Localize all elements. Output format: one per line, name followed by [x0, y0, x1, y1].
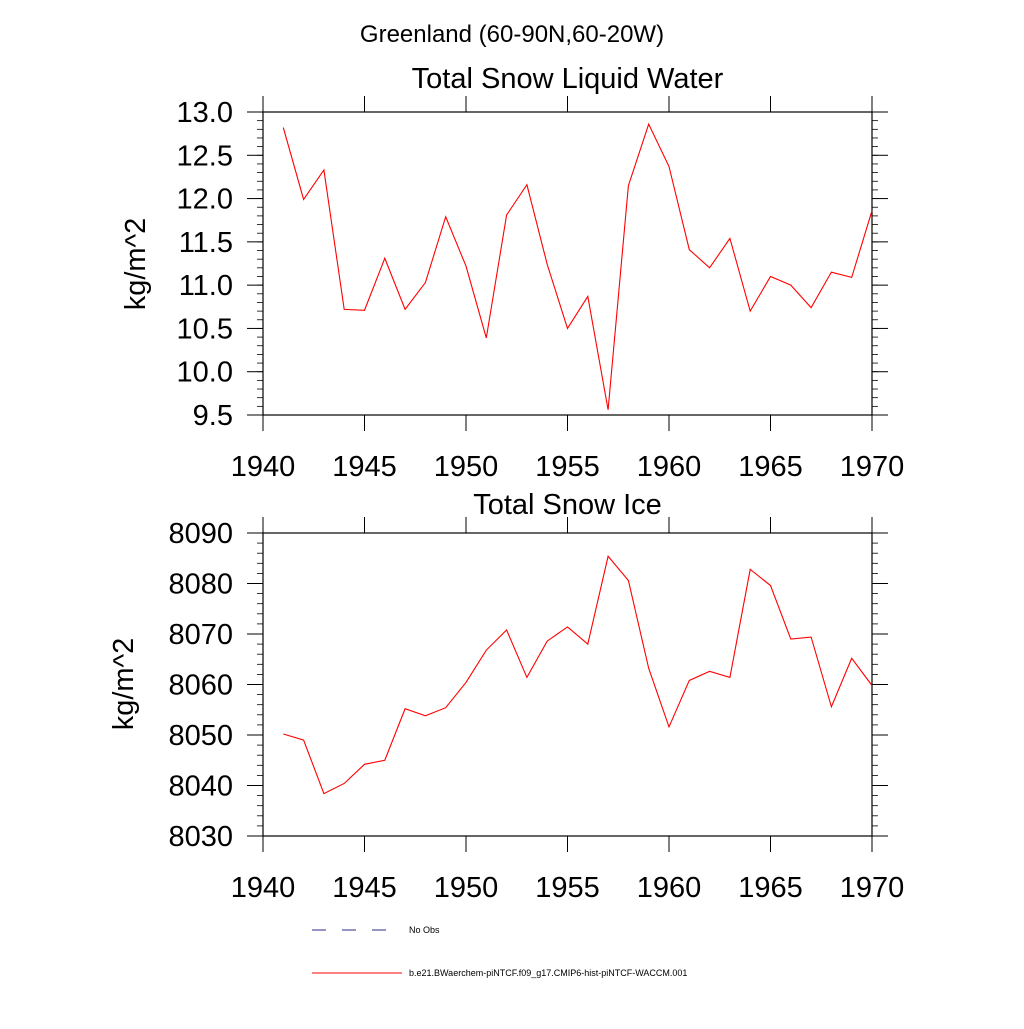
y-axis-label: kg/m^2: [108, 638, 140, 731]
y-tick-label: 11.5: [179, 227, 233, 259]
series-line: [283, 556, 872, 793]
y-tick-label: 8070: [168, 619, 233, 651]
x-tick-label: 1940: [231, 451, 296, 483]
x-tick-label: 1945: [332, 451, 397, 483]
chart-title: Total Snow Ice: [473, 489, 662, 521]
x-tick-label: 1960: [637, 872, 702, 904]
y-tick-label: 8040: [168, 771, 233, 803]
series-line: [283, 124, 872, 410]
y-tick-label: 8050: [168, 720, 233, 752]
y-tick-label: 8080: [168, 569, 233, 601]
x-tick-label: 1955: [535, 451, 600, 483]
x-tick-label: 1970: [840, 872, 905, 904]
y-axis-label: kg/m^2: [120, 218, 152, 311]
y-tick-label: 8060: [168, 670, 233, 702]
x-tick-label: 1945: [332, 872, 397, 904]
plot-frame: [263, 533, 872, 836]
y-tick-label: 12.0: [177, 184, 233, 216]
chart-panel-2: Total Snow Ice kg/m^2 1940 1945 1950 1955 1960…: [108, 489, 904, 904]
y-tick-label: 10.5: [177, 313, 233, 345]
y-tick-label: 10.0: [177, 357, 233, 389]
x-tick-label: 1970: [840, 451, 905, 483]
y-tick-label: 11.0: [179, 270, 233, 302]
figure-suptitle: Greenland (60-90N,60-20W): [360, 21, 664, 48]
x-tick-label: 1965: [738, 451, 803, 483]
legend-no-obs-label: No Obs: [409, 925, 440, 935]
legend: No Obs b.e21.BWaerchem-piNTCF.f09_g17.CM…: [312, 925, 687, 978]
x-tick-label: 1940: [231, 872, 296, 904]
x-tick-label: 1965: [738, 872, 803, 904]
y-tick-label: 9.5: [193, 400, 233, 432]
x-tick-label: 1950: [434, 451, 499, 483]
y-tick-label: 13.0: [177, 97, 233, 129]
y-tick-label: 8090: [168, 518, 233, 550]
y-tick-label: 8030: [168, 821, 233, 853]
x-tick-label: 1960: [637, 451, 702, 483]
x-tick-label: 1950: [434, 872, 499, 904]
chart-title: Total Snow Liquid Water: [412, 63, 724, 95]
plot-frame: [263, 112, 872, 415]
x-tick-label: 1955: [535, 872, 600, 904]
y-tick-label: 12.5: [177, 140, 233, 172]
chart-panel-1: Total Snow Liquid Water kg/m^2 1940 1945 195…: [120, 63, 904, 483]
legend-model-label: b.e21.BWaerchem-piNTCF.f09_g17.CMIP6-his…: [409, 968, 687, 978]
